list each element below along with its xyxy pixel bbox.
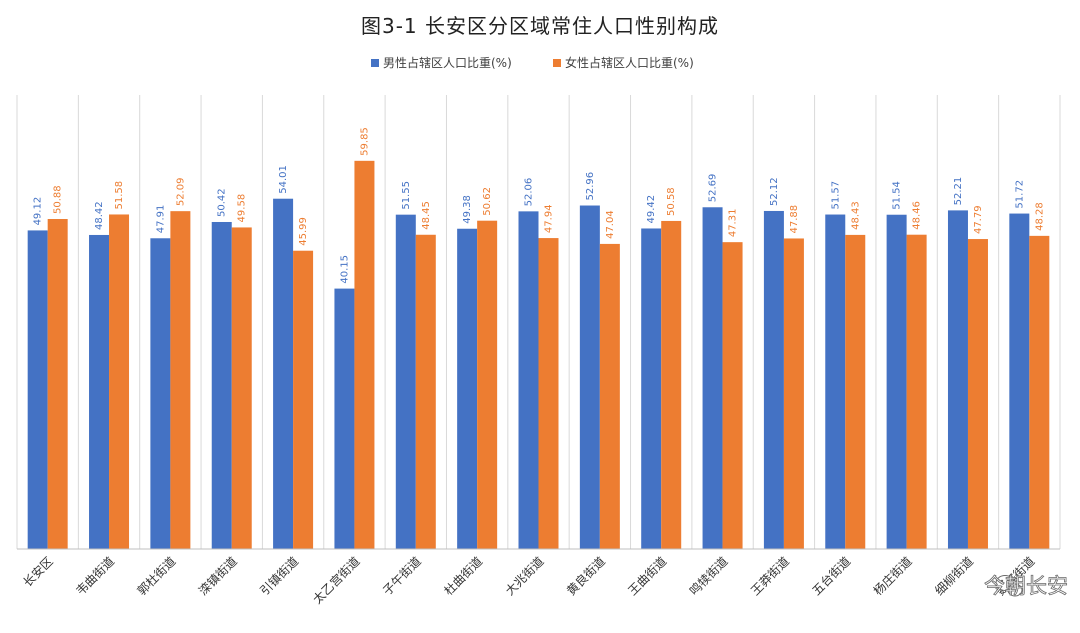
data-label-female: 51.58 — [114, 181, 125, 210]
bar-female — [722, 242, 743, 549]
legend-label-female: 女性占辖区人口比重(%) — [565, 55, 694, 70]
data-label-female: 50.62 — [482, 187, 493, 216]
data-label-male: 48.42 — [94, 201, 105, 230]
data-label-male: 52.12 — [769, 177, 780, 206]
bar-male — [334, 288, 355, 549]
x-tick-label: 五台街道 — [809, 554, 854, 599]
x-tick-label: 黄良街道 — [563, 554, 608, 599]
bar-male — [641, 228, 662, 549]
bar-female — [415, 234, 436, 549]
x-tick-label: 王曲街道 — [625, 554, 669, 598]
bar-male — [27, 230, 48, 550]
bar-male — [211, 221, 232, 549]
data-label-female: 48.45 — [421, 201, 432, 230]
x-tick-label: 郭杜街道 — [134, 554, 179, 599]
x-tick-label: 大兆街道 — [503, 554, 547, 598]
wechat-icon — [995, 575, 1023, 597]
x-tick-label: 细柳街道 — [932, 554, 976, 598]
x-tick-label: 长安区 — [20, 554, 56, 590]
data-label-male: 54.01 — [278, 165, 289, 194]
x-tick-label: 滦镇街道 — [195, 554, 240, 599]
data-label-female: 48.28 — [1034, 202, 1045, 231]
data-label-male: 47.91 — [155, 205, 166, 234]
bar-female — [967, 239, 988, 549]
data-label-male: 50.42 — [217, 188, 228, 217]
legend: 男性占辖区人口比重(%) 女性占辖区人口比重(%) — [371, 55, 694, 70]
data-label-male: 51.55 — [401, 181, 412, 210]
data-label-female: 59.85 — [359, 127, 370, 156]
bar-male — [825, 214, 846, 549]
bar-female — [47, 219, 68, 550]
data-label-female: 48.43 — [850, 201, 861, 230]
watermark-text: 今朝长安 — [984, 574, 1068, 598]
grid-lines — [16, 95, 1061, 549]
bar-female — [231, 227, 252, 549]
data-label-male: 49.42 — [646, 195, 657, 224]
bar-male — [1009, 213, 1030, 550]
legend-label-male: 男性占辖区人口比重(%) — [383, 55, 512, 70]
bar-female — [170, 211, 191, 549]
bar-male — [947, 210, 968, 549]
data-label-male: 49.12 — [33, 197, 44, 226]
data-label-male: 52.69 — [708, 174, 719, 203]
data-label-female: 45.99 — [298, 217, 309, 246]
x-tick-label: 王莽街道 — [748, 554, 792, 598]
bar-male — [763, 210, 784, 549]
bar-male — [457, 228, 478, 550]
data-label-female: 49.58 — [237, 194, 248, 223]
data-label-female: 50.58 — [666, 187, 677, 216]
bar-male — [150, 238, 171, 550]
data-label-male: 49.38 — [462, 195, 473, 224]
bar-female — [109, 214, 130, 549]
data-label-male: 51.54 — [892, 181, 903, 210]
data-label-female: 47.88 — [789, 205, 800, 234]
data-label-female: 50.88 — [53, 185, 64, 214]
bar-female — [477, 220, 498, 549]
legend-swatch-male — [371, 59, 379, 67]
bar-female — [845, 234, 866, 549]
data-label-female: 52.09 — [175, 178, 186, 207]
bar-male — [395, 214, 416, 549]
data-labels: 49.12 50.88 48.42 51.58 47.91 52.09 50.42 49.58… — [33, 127, 1046, 283]
data-label-female: 47.31 — [728, 209, 739, 238]
data-label-male: 52.06 — [524, 178, 535, 207]
bar-female — [661, 220, 682, 549]
data-label-male: 51.72 — [1014, 180, 1025, 209]
data-label-female: 47.94 — [544, 204, 555, 233]
bar-female — [783, 238, 804, 550]
bar-male — [579, 205, 600, 549]
bar-male — [886, 214, 907, 549]
x-tick-label: 韦曲街道 — [73, 554, 117, 598]
bar-female — [1029, 235, 1050, 549]
bar-female — [906, 234, 927, 550]
data-label-male: 52.21 — [953, 177, 964, 206]
x-tick-label: 引镇街道 — [257, 554, 301, 598]
x-tick-label: 太乙宫街道 — [310, 554, 363, 607]
bar-female — [354, 160, 375, 549]
data-label-male: 40.15 — [339, 255, 350, 284]
bar-male — [518, 211, 539, 550]
data-label-female: 47.04 — [605, 210, 616, 239]
data-label-female: 47.79 — [973, 205, 984, 234]
bar-male — [273, 198, 294, 549]
x-tick-label: 杜曲街道 — [441, 554, 486, 599]
bar-male — [702, 207, 723, 550]
data-label-male: 51.57 — [830, 181, 841, 210]
legend-swatch-female — [553, 59, 561, 67]
bar-male — [89, 234, 110, 549]
x-tick-label: 杨庄街道 — [870, 554, 915, 599]
watermark: 今朝长安 — [984, 574, 1069, 599]
bars — [27, 160, 1050, 550]
data-label-male: 52.96 — [585, 172, 596, 201]
x-tick-label: 子午街道 — [380, 554, 424, 598]
chart-title: 图3-1 长安区分区域常住人口性别构成 — [361, 14, 719, 38]
data-label-female: 48.46 — [912, 201, 923, 230]
x-tick-label: 鸣犊街道 — [686, 554, 731, 599]
bar-female — [293, 250, 314, 550]
bar-female — [599, 243, 620, 550]
x-axis: 长安区 韦曲街道 郭杜街道 滦镇街道 引镇街道 太乙宫街道 子午街道 杜曲街道 大兆街道 黄良街道… — [17, 548, 1060, 607]
bar-female — [538, 238, 559, 549]
